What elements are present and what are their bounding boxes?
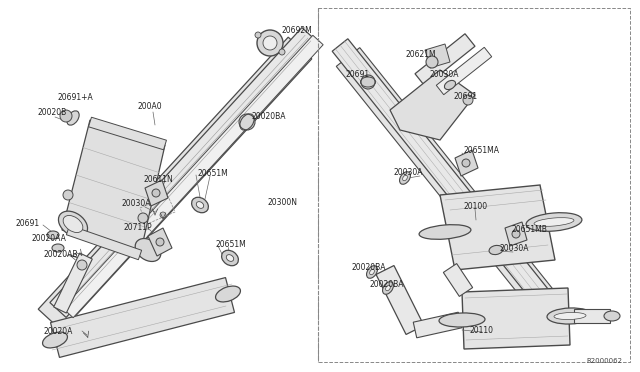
Ellipse shape	[403, 175, 408, 181]
Text: 20020BA: 20020BA	[252, 112, 287, 121]
Ellipse shape	[526, 213, 582, 231]
Ellipse shape	[604, 311, 620, 321]
Polygon shape	[413, 312, 461, 338]
Ellipse shape	[386, 285, 390, 291]
Polygon shape	[54, 253, 92, 313]
Circle shape	[426, 56, 438, 68]
Text: 20651MA: 20651MA	[463, 146, 499, 155]
Ellipse shape	[196, 202, 204, 208]
Text: 20020BA: 20020BA	[369, 280, 403, 289]
Circle shape	[361, 75, 375, 89]
Polygon shape	[145, 180, 168, 206]
Text: 20711P: 20711P	[123, 223, 152, 232]
Circle shape	[156, 238, 164, 246]
Ellipse shape	[399, 172, 410, 184]
Ellipse shape	[534, 218, 574, 226]
Circle shape	[279, 49, 285, 55]
Polygon shape	[67, 225, 141, 260]
Ellipse shape	[191, 197, 209, 213]
Ellipse shape	[419, 225, 471, 239]
Ellipse shape	[439, 313, 485, 327]
Circle shape	[255, 32, 261, 38]
Polygon shape	[62, 120, 165, 255]
Ellipse shape	[554, 312, 586, 320]
Polygon shape	[51, 278, 234, 357]
Text: 20651MB: 20651MB	[512, 225, 548, 234]
Text: 20020B: 20020B	[38, 108, 67, 117]
Text: 20020AA: 20020AA	[31, 234, 66, 243]
Polygon shape	[148, 228, 172, 256]
Text: 20691: 20691	[345, 70, 369, 79]
Polygon shape	[440, 185, 555, 270]
Text: R2000062: R2000062	[586, 358, 622, 364]
Circle shape	[160, 212, 166, 218]
Circle shape	[60, 110, 72, 122]
Text: 20651M: 20651M	[197, 169, 228, 178]
Polygon shape	[88, 117, 166, 150]
Text: 20030A: 20030A	[430, 70, 460, 79]
Text: 200A0: 200A0	[137, 102, 162, 111]
Text: 20100: 20100	[463, 202, 487, 211]
Polygon shape	[444, 264, 473, 296]
Circle shape	[257, 30, 283, 56]
Text: 20020AB: 20020AB	[44, 250, 79, 259]
Polygon shape	[376, 266, 424, 334]
Ellipse shape	[547, 308, 593, 324]
Ellipse shape	[135, 238, 161, 262]
Polygon shape	[50, 28, 318, 317]
Ellipse shape	[58, 211, 88, 237]
Ellipse shape	[383, 282, 394, 294]
Polygon shape	[436, 47, 492, 95]
Text: 20651M: 20651M	[216, 240, 247, 249]
Text: 20020A: 20020A	[43, 327, 72, 336]
Circle shape	[512, 230, 520, 238]
Ellipse shape	[42, 332, 67, 348]
Ellipse shape	[47, 231, 59, 239]
Polygon shape	[38, 37, 312, 331]
Circle shape	[63, 190, 73, 200]
Polygon shape	[415, 34, 475, 86]
Text: 20030A: 20030A	[122, 199, 152, 208]
Circle shape	[152, 189, 160, 197]
Polygon shape	[455, 150, 478, 176]
Polygon shape	[574, 309, 610, 323]
Circle shape	[138, 213, 148, 223]
Ellipse shape	[63, 215, 83, 232]
Polygon shape	[332, 39, 548, 301]
Text: 20691: 20691	[454, 92, 478, 101]
Circle shape	[239, 114, 255, 130]
Circle shape	[462, 159, 470, 167]
Text: 20020BA: 20020BA	[351, 263, 385, 272]
Polygon shape	[63, 35, 323, 318]
Ellipse shape	[444, 80, 456, 90]
Text: 20030A: 20030A	[394, 168, 424, 177]
Ellipse shape	[67, 111, 79, 125]
Ellipse shape	[367, 266, 378, 278]
Text: 20621M: 20621M	[406, 50, 436, 59]
Text: 20691+A: 20691+A	[57, 93, 93, 102]
Circle shape	[463, 95, 473, 105]
Polygon shape	[390, 70, 475, 140]
Polygon shape	[505, 222, 527, 246]
Polygon shape	[462, 288, 570, 349]
Ellipse shape	[52, 244, 64, 252]
Ellipse shape	[221, 250, 238, 266]
Ellipse shape	[489, 246, 503, 254]
Text: 20300N: 20300N	[267, 198, 297, 207]
Ellipse shape	[227, 255, 234, 262]
Polygon shape	[336, 48, 560, 316]
Text: 20030A: 20030A	[500, 244, 529, 253]
Polygon shape	[425, 44, 450, 68]
Ellipse shape	[216, 286, 241, 302]
Text: 20110: 20110	[469, 326, 493, 335]
Text: 20691: 20691	[15, 219, 39, 228]
Text: 20692M: 20692M	[282, 26, 313, 35]
Ellipse shape	[370, 269, 374, 275]
Circle shape	[263, 36, 277, 50]
Text: 20611N: 20611N	[144, 175, 173, 184]
Circle shape	[77, 260, 87, 270]
